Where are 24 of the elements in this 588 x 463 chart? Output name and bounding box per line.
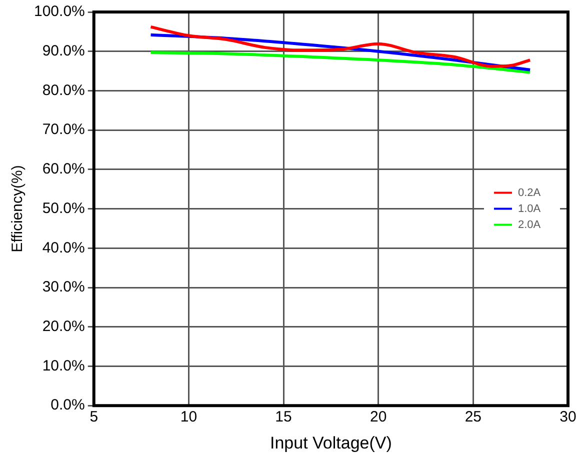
y-axis-title: Efficiency(%) — [9, 165, 26, 252]
y-tick-label: 100.0% — [34, 3, 85, 20]
legend-label: 2.0A — [518, 218, 542, 231]
y-tick-label: 60.0% — [42, 160, 85, 178]
y-tick-label: 0.0% — [50, 396, 85, 414]
x-tick-label: 15 — [275, 408, 292, 426]
y-tick-label: 80.0% — [42, 82, 85, 99]
y-tick-label: 10.0% — [42, 357, 85, 374]
x-tick-label: 30 — [560, 408, 576, 426]
line-series — [149, 25, 532, 68]
x-axis-title: Input Voltage(V) — [270, 433, 392, 452]
y-tick-label: 50.0% — [42, 200, 85, 217]
y-tick-label: 30.0% — [42, 278, 85, 296]
x-tick-label: 5 — [90, 408, 98, 426]
line-series — [149, 51, 532, 74]
y-tick-label: 20.0% — [42, 318, 85, 336]
x-tick-label: 20 — [370, 408, 387, 426]
y-tick-label: 90.0% — [42, 42, 85, 60]
x-tick-label: 10 — [180, 408, 198, 426]
y-tick-label: 70.0% — [42, 121, 85, 138]
x-tick-label: 25 — [464, 408, 482, 426]
y-tick-label: 40.0% — [42, 239, 85, 256]
legend-label: 0.2A — [518, 186, 542, 199]
legend-label: 1.0A — [518, 202, 542, 215]
